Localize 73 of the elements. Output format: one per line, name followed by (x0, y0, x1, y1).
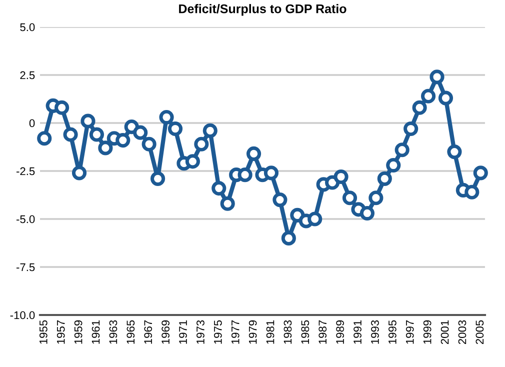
y-tick-label: -2.5 (16, 167, 35, 176)
x-tick-label: 1967 (144, 320, 152, 344)
x-tick-label: 1983 (284, 320, 292, 344)
point (377, 171, 392, 186)
point (272, 192, 288, 208)
chart-title: Deficit/Surplus to GDP Ratio (179, 4, 346, 16)
point (404, 121, 418, 136)
x-tick-label: 1997 (406, 320, 414, 344)
y-tick-label: 5.0 (20, 23, 35, 32)
x-tick-label: 1995 (388, 320, 396, 344)
point (185, 154, 200, 169)
point (420, 88, 436, 104)
y-tick-label: 0 (29, 119, 35, 128)
point (133, 125, 148, 140)
point (308, 212, 322, 226)
point (142, 136, 156, 152)
x-tick-label: 1979 (248, 320, 257, 344)
x-tick-label: 1999 (423, 320, 432, 344)
x-tick-label: 2003 (458, 320, 466, 344)
y-tick-label: -7.5 (16, 263, 35, 272)
point (194, 136, 209, 152)
x-tick-label: 1963 (109, 320, 118, 344)
point (246, 146, 262, 162)
point (438, 90, 454, 106)
point (368, 190, 384, 206)
x-tick-label: 1973 (196, 320, 204, 344)
point (37, 131, 52, 146)
point (394, 142, 410, 158)
point (334, 169, 348, 184)
x-tick-label: 1965 (126, 320, 135, 344)
point (360, 206, 374, 221)
x-tick-label: 1987 (318, 320, 327, 344)
y-tick-label: 2.5 (20, 71, 35, 80)
point (386, 158, 401, 173)
point (72, 166, 87, 180)
x-tick-label: 1971 (179, 320, 187, 344)
point (54, 100, 70, 115)
point (98, 140, 113, 156)
point (212, 180, 226, 196)
point (342, 190, 358, 206)
point (412, 100, 427, 115)
x-tick-label: 1977 (231, 320, 240, 344)
x-tick-label: 1969 (162, 320, 170, 344)
point (159, 110, 174, 125)
point (63, 127, 78, 142)
x-tick-label: 1991 (354, 320, 362, 344)
point (447, 144, 462, 160)
x-tick-label: 1961 (92, 320, 100, 344)
x-tick-label: 2005 (476, 320, 484, 344)
point (202, 123, 218, 138)
point (220, 196, 235, 211)
x-tick-label: 1955 (39, 320, 48, 344)
point (464, 184, 480, 200)
point (80, 114, 96, 128)
point (473, 166, 488, 180)
point (264, 166, 279, 180)
x-tick-label: 1985 (301, 320, 310, 344)
point (116, 132, 130, 148)
x-tick-label: 1959 (74, 320, 82, 344)
point (430, 70, 444, 84)
x-tick-label: 1993 (371, 320, 379, 344)
x-tick-label: 2001 (440, 320, 449, 344)
x-tick-label: 1975 (214, 320, 222, 344)
x-tick-label: 1957 (56, 320, 65, 344)
point (238, 168, 252, 182)
point (168, 121, 183, 136)
y-tick-label: -10.0 (10, 311, 35, 320)
x-tick-label: 1981 (266, 320, 274, 344)
point (281, 230, 296, 246)
x-tick-label: 1989 (336, 320, 344, 344)
point (89, 127, 104, 142)
y-tick-label: -5.0 (16, 215, 35, 224)
point (150, 171, 166, 186)
